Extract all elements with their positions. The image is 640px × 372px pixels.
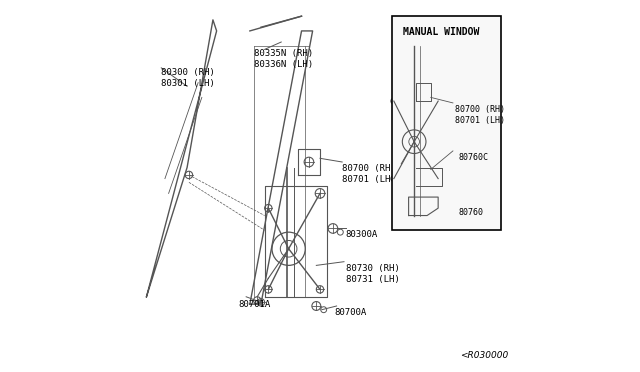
Text: 80701A: 80701A xyxy=(239,301,271,310)
Text: 80300 (RH): 80300 (RH) xyxy=(161,68,215,77)
Text: 80301 (LH): 80301 (LH) xyxy=(161,79,215,88)
Text: 80701 (LH): 80701 (LH) xyxy=(455,116,505,125)
Text: 80700 (RH): 80700 (RH) xyxy=(342,164,396,173)
Text: <R030000: <R030000 xyxy=(460,350,509,359)
Text: 80300A: 80300A xyxy=(346,230,378,239)
FancyBboxPatch shape xyxy=(392,16,501,230)
Text: 80335N (RH): 80335N (RH) xyxy=(253,49,313,58)
Text: 80731 (LH): 80731 (LH) xyxy=(346,275,399,283)
Text: MANUAL WINDOW: MANUAL WINDOW xyxy=(403,27,479,37)
Text: 80760: 80760 xyxy=(458,208,483,217)
Text: 80701 (LH): 80701 (LH) xyxy=(342,175,396,184)
Text: 80730 (RH): 80730 (RH) xyxy=(346,263,399,273)
Text: 80336N (LH): 80336N (LH) xyxy=(253,61,313,70)
Text: 80700A: 80700A xyxy=(335,308,367,317)
Text: 80760C: 80760C xyxy=(458,153,488,162)
Text: 80700 (RH): 80700 (RH) xyxy=(455,105,505,114)
